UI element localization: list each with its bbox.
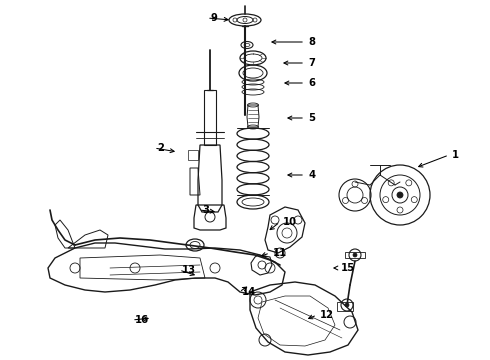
Text: 6: 6 xyxy=(308,78,315,88)
Text: 14: 14 xyxy=(242,287,256,297)
Circle shape xyxy=(345,303,349,307)
Text: 16: 16 xyxy=(135,315,149,325)
Text: 2: 2 xyxy=(157,143,164,153)
Text: 3: 3 xyxy=(202,205,209,215)
Text: 11: 11 xyxy=(273,248,287,258)
Text: 8: 8 xyxy=(308,37,315,47)
Text: 15: 15 xyxy=(341,263,355,273)
Text: 1: 1 xyxy=(452,150,459,160)
Circle shape xyxy=(397,192,403,198)
Text: 9: 9 xyxy=(210,13,217,23)
Circle shape xyxy=(353,253,357,257)
Text: 12: 12 xyxy=(320,310,334,320)
Text: 10: 10 xyxy=(283,217,297,227)
Text: 13: 13 xyxy=(182,265,196,275)
Text: 5: 5 xyxy=(308,113,315,123)
Text: 7: 7 xyxy=(308,58,315,68)
Text: 4: 4 xyxy=(308,170,315,180)
